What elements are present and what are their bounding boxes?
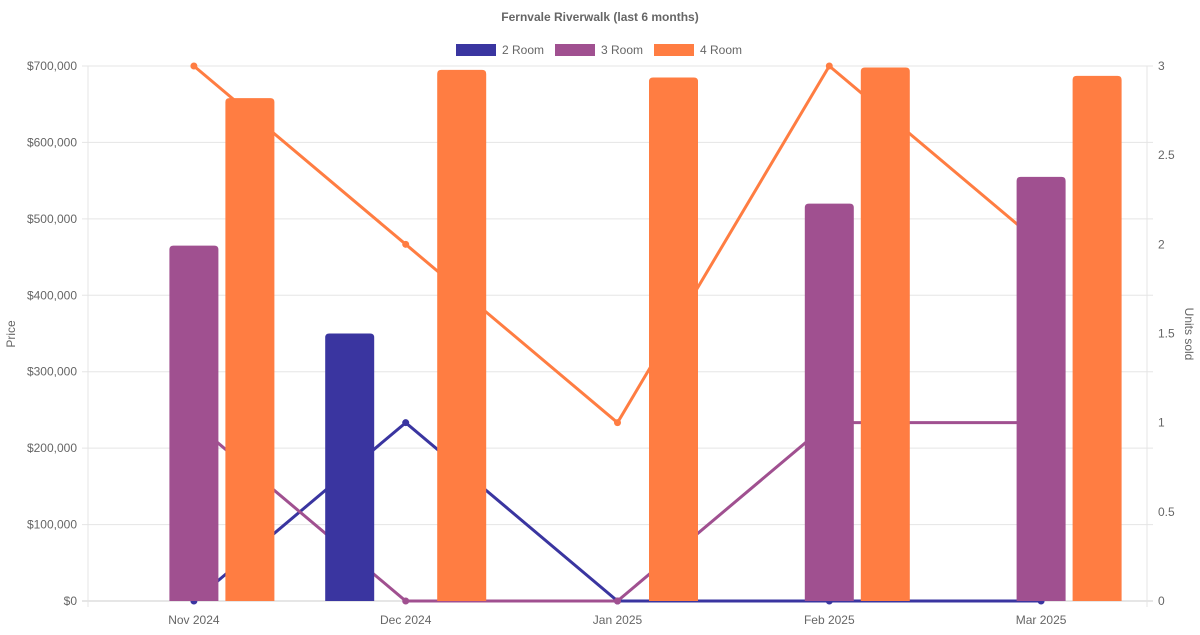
- y-tick-label: $200,000: [27, 441, 77, 455]
- legend: 2 Room 3 Room 4 Room: [456, 43, 742, 57]
- price-bar: [804, 203, 854, 602]
- y2-tick-label: 0.5: [1158, 505, 1175, 519]
- price-bar: [649, 77, 698, 601]
- y2-tick-label: 1.5: [1158, 327, 1175, 341]
- units-line-4-room: [192, 63, 1043, 425]
- x-tick-label: Dec 2024: [380, 613, 432, 627]
- y-axis-label: Price: [4, 320, 18, 348]
- legend-swatch: [555, 44, 595, 56]
- x-tick-label: Mar 2025: [1016, 613, 1067, 627]
- units-point: [190, 62, 198, 70]
- x-tick-label: Nov 2024: [168, 613, 220, 627]
- x-tick-label: Jan 2025: [593, 613, 643, 627]
- units-point: [402, 240, 410, 248]
- y2-tick-label: 2: [1158, 237, 1165, 251]
- unit-lines: [190, 62, 1045, 605]
- units-point: [614, 597, 621, 605]
- units-point: [614, 419, 621, 427]
- legend-swatch: [654, 44, 694, 56]
- price-bars: [169, 67, 1122, 602]
- axes: $0 $100,000 $200,000 $300,000 $400,000 $500,0…: [27, 59, 1175, 627]
- price-bar: [225, 98, 275, 601]
- y2-tick-label: 3: [1158, 59, 1165, 73]
- y-tick-label: $700,000: [27, 59, 77, 73]
- price-bar: [437, 69, 487, 602]
- price-bar: [860, 67, 910, 602]
- y-tick-label: $500,000: [27, 212, 77, 226]
- y-tick-label: $400,000: [27, 288, 77, 302]
- price-bar: [1016, 176, 1066, 602]
- y-tick-label: $100,000: [27, 518, 77, 532]
- y2-tick-label: 2.5: [1158, 148, 1175, 162]
- y-tick-label: $0: [64, 594, 78, 608]
- units-point: [402, 419, 410, 427]
- price-bar: [1072, 75, 1122, 601]
- x-tick-label: Feb 2025: [804, 613, 855, 627]
- legend-swatch: [456, 44, 496, 56]
- y-tick-label: $300,000: [27, 365, 77, 379]
- units-line-3-room: [192, 421, 1042, 603]
- price-bar: [325, 333, 375, 601]
- units-point: [825, 62, 833, 70]
- y-tick-label: $600,000: [27, 135, 77, 149]
- y2-tick-label: 0: [1158, 594, 1165, 608]
- legend-label: 2 Room: [502, 43, 544, 57]
- legend-label: 3 Room: [601, 43, 643, 57]
- units-point: [402, 597, 410, 605]
- y2-axis-label: Units sold: [1182, 308, 1196, 361]
- y2-tick-label: 1: [1158, 416, 1165, 430]
- legend-label: 4 Room: [700, 43, 742, 57]
- price-bar: [169, 245, 219, 601]
- chart-title: Fernvale Riverwalk (last 6 months): [501, 10, 698, 24]
- units-line-2-room: [192, 420, 1042, 603]
